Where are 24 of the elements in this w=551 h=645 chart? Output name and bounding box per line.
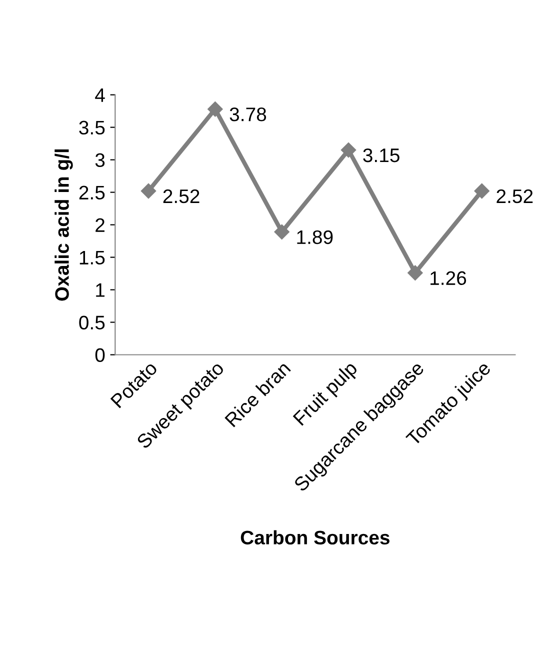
point [208, 102, 223, 117]
point [340, 142, 356, 158]
y-tick-label: 1 [96, 283, 104, 297]
y-tick-label: 0.5 [79, 316, 105, 330]
data-label: 2.52 [496, 189, 533, 204]
y-tick-label: 4 [95, 88, 105, 102]
point [408, 265, 423, 280]
data-label: 3.78 [230, 108, 266, 122]
y-tick-label: 2.5 [79, 186, 105, 200]
y-tick-label: 1.5 [80, 250, 105, 265]
point [474, 183, 490, 199]
point [140, 183, 156, 199]
y-tick-label: 2 [96, 218, 104, 232]
data-label: 1.26 [430, 271, 466, 286]
y-axis-title: Oxalic acid in g/l [54, 149, 73, 301]
data-label: 3.15 [363, 148, 400, 162]
x-axis-title: Carbon Sources [240, 530, 390, 544]
y-tick-label: 0 [95, 348, 105, 362]
data-label: 2.52 [163, 189, 200, 204]
point [274, 224, 290, 240]
y-tick-label: 3 [95, 153, 105, 168]
y-tick-label: 3.5 [79, 120, 105, 135]
x-tick-label: Rice bran [224, 360, 292, 428]
data-label: 1.89 [297, 230, 333, 244]
